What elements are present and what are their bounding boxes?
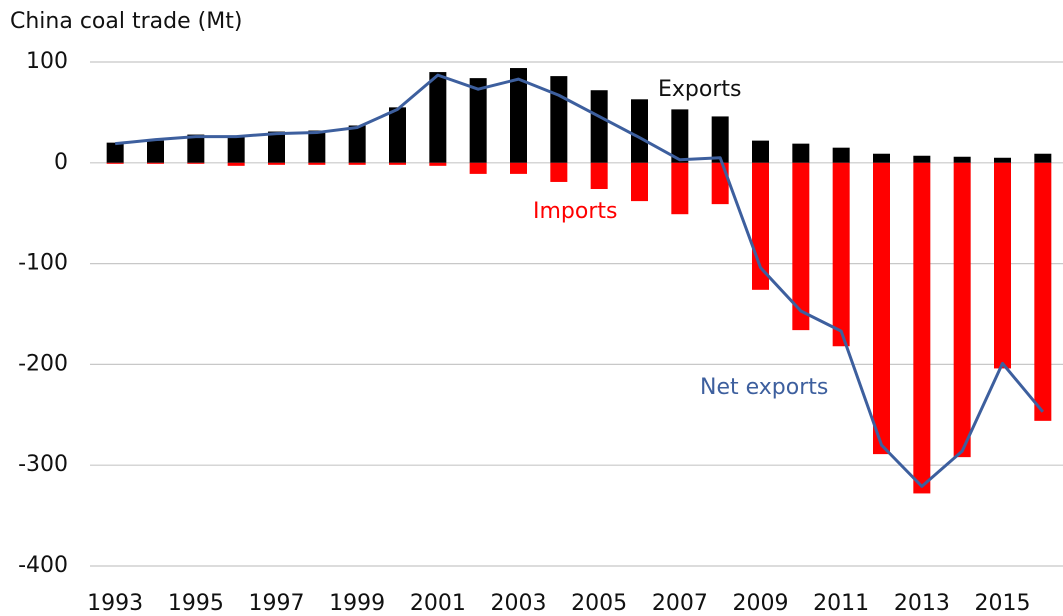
bar — [752, 140, 769, 163]
x-tick-label: 2005 — [571, 591, 627, 616]
bar — [913, 162, 931, 494]
bar — [631, 162, 648, 202]
bar — [913, 155, 931, 163]
bar — [590, 90, 608, 163]
bar — [389, 162, 406, 165]
bar — [953, 162, 971, 458]
bar — [348, 162, 366, 165]
x-tick-label: 2001 — [410, 591, 466, 616]
x-tick-label: 1999 — [329, 591, 385, 616]
bar — [187, 162, 205, 164]
bar — [308, 162, 326, 165]
bar — [429, 162, 447, 166]
line — [115, 73, 1044, 488]
x-tick-label: 1997 — [249, 591, 305, 616]
bar — [832, 147, 850, 163]
bar — [389, 107, 406, 163]
bar — [752, 162, 769, 290]
x-tick-label: 1993 — [87, 591, 143, 616]
bar — [671, 109, 689, 163]
bar — [469, 78, 487, 163]
y-tick-label: -200 — [18, 351, 68, 376]
bar — [550, 76, 568, 163]
series-label: Exports — [658, 77, 741, 102]
bar — [590, 162, 608, 190]
bar — [227, 135, 245, 163]
bar — [671, 162, 689, 215]
series-label: Net exports — [700, 375, 828, 400]
y-tick-label: -400 — [18, 553, 68, 578]
bar — [873, 162, 890, 455]
x-tick-label: 2003 — [491, 591, 547, 616]
bar — [711, 116, 729, 163]
x-tick-label: 2015 — [975, 591, 1031, 616]
bar — [106, 142, 124, 163]
series-label: Imports — [533, 199, 617, 224]
bar — [268, 162, 285, 165]
chart-title: China coal trade (Mt) — [10, 9, 242, 34]
bar — [953, 156, 971, 163]
bar — [1034, 153, 1052, 163]
x-tick-label: 2009 — [733, 591, 789, 616]
bar — [550, 162, 568, 182]
bar — [792, 143, 810, 163]
y-tick-label: 100 — [26, 49, 68, 74]
bar — [268, 131, 285, 163]
y-tick-label: -300 — [18, 452, 68, 477]
bar — [792, 162, 810, 331]
bar — [308, 130, 326, 163]
bar — [147, 140, 164, 163]
bar — [873, 153, 890, 163]
x-tick-label: 2011 — [813, 591, 869, 616]
y-tick-label: -100 — [18, 251, 68, 276]
bar — [711, 162, 729, 205]
bar — [994, 157, 1011, 163]
x-tick-label: 2013 — [894, 591, 950, 616]
bar — [227, 162, 245, 166]
bar — [187, 134, 205, 163]
bar — [631, 99, 648, 163]
bar — [469, 162, 487, 174]
bar — [429, 72, 447, 163]
bar — [106, 162, 124, 164]
bar — [147, 162, 164, 164]
bar — [348, 125, 366, 163]
bar — [510, 162, 527, 174]
bar — [1034, 162, 1052, 421]
x-tick-label: 2007 — [652, 591, 708, 616]
bar — [832, 162, 850, 347]
y-tick-label: 0 — [54, 150, 68, 175]
bar — [510, 68, 527, 163]
x-tick-label: 1995 — [168, 591, 224, 616]
bar — [994, 162, 1011, 369]
